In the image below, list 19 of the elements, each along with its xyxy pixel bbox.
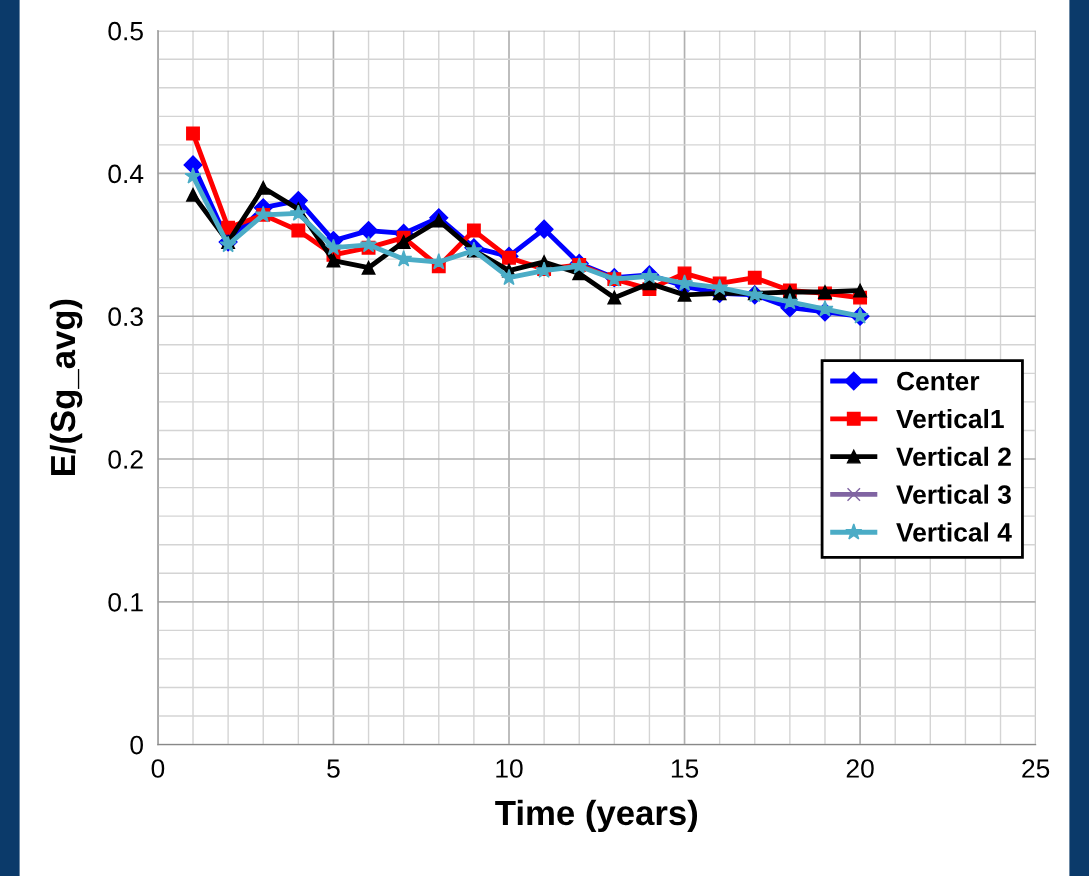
y-tick-label: 0.4: [108, 164, 144, 184]
y-tick-label: 0: [130, 735, 143, 755]
y-tick-label: 0.3: [108, 307, 143, 327]
x-tick-label: 10: [496, 759, 523, 778]
x-tick-label: 0: [151, 759, 165, 778]
x-tick-label: 20: [846, 759, 874, 778]
y-tick-label: 0.1: [108, 592, 143, 612]
x-axis-title: Time (years): [495, 799, 698, 833]
legend-label: Vertical1: [896, 408, 1004, 429]
y-tick-label: 0.5: [108, 21, 143, 41]
y-tick-label: 0.2: [108, 450, 143, 469]
x-tick-label: 5: [327, 759, 340, 778]
y-axis-title: E/(Sg_avg): [49, 299, 83, 476]
x-tick-label: 15: [671, 759, 699, 778]
legend-label: Vertical 4: [896, 522, 1012, 542]
x-tick-label: 25: [1022, 759, 1050, 778]
legend-label: Center: [897, 371, 980, 391]
legend-label: Vertical 2: [896, 446, 1011, 467]
legend-label: Vertical 3: [896, 484, 1011, 504]
